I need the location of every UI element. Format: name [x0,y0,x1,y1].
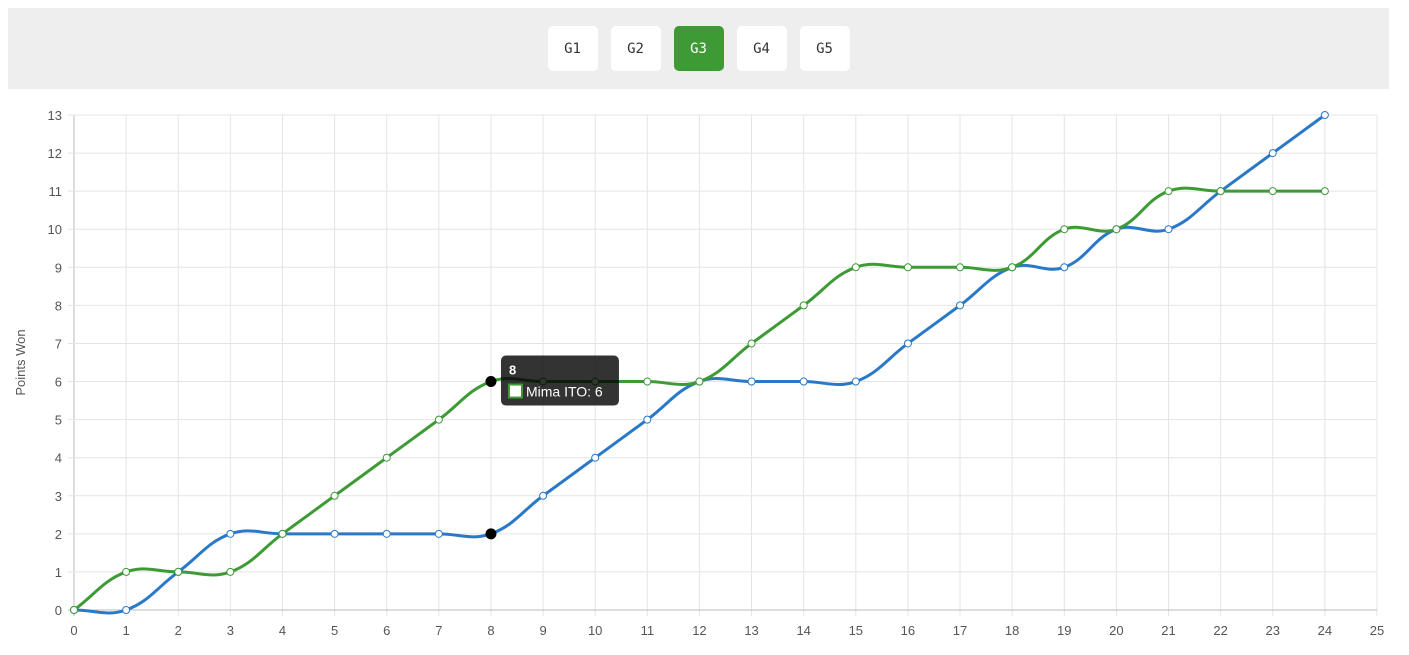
x-tick-label: 14 [796,623,810,638]
y-tick-label: 0 [55,603,62,618]
data-point [1320,187,1329,196]
x-tick-label: 25 [1370,623,1384,638]
x-tick-label: 18 [1005,623,1019,638]
tooltip-color-swatch [507,383,523,399]
x-tick-label: 5 [331,623,338,638]
data-point [330,491,339,500]
x-tick-label: 13 [744,623,758,638]
y-tick-label: 5 [55,413,62,428]
data-point [70,606,78,614]
x-tick-label: 4 [279,623,286,638]
data-point [851,263,860,272]
data-point [956,263,965,272]
x-tick-label: 7 [435,623,442,638]
data-point [1008,263,1017,272]
data-point [851,377,860,386]
data-point [1060,225,1069,234]
data-point [1060,263,1069,272]
data-point [1112,225,1121,234]
data-point [226,567,235,576]
data-point [903,339,912,348]
y-tick-label: 11 [49,184,63,199]
data-point [485,528,497,540]
y-tick-label: 13 [48,108,62,123]
data-point [539,491,548,500]
data-point [643,377,652,386]
tooltip-label: Mima ITO: 6 [526,384,603,400]
x-tick-label: 12 [692,623,706,638]
x-tick-label: 22 [1213,623,1227,638]
y-tick-label: 1 [55,565,62,580]
data-point [747,339,756,348]
data-point [226,529,235,538]
x-tick-label: 0 [70,623,77,638]
data-point [382,453,391,462]
tooltip-box [500,355,619,406]
data-point [278,529,287,538]
data-point [1320,111,1329,119]
data-point [122,567,131,576]
x-tick-label: 21 [1161,623,1175,638]
x-tick-label: 10 [588,623,602,638]
data-point [591,453,600,462]
data-point [956,301,965,310]
data-point [434,415,443,424]
x-tick-label: 15 [849,623,863,638]
y-tick-label: 12 [48,146,62,161]
x-tick-label: 9 [539,623,546,638]
data-point [434,529,443,538]
data-point [799,301,808,310]
y-tick-label: 3 [55,489,62,504]
tab-g1[interactable]: G1 [547,26,598,71]
data-point [1164,225,1173,234]
y-tick-label: 9 [55,260,62,275]
x-tick-label: 17 [953,623,967,638]
x-tick-label: 20 [1109,623,1123,638]
y-tick-label: 10 [48,222,62,237]
data-point [174,567,183,576]
x-tick-label: 1 [123,623,130,638]
data-point [122,606,131,614]
data-point [1268,149,1277,158]
y-axis-label: Points Won [13,329,28,395]
tab-g5[interactable]: G5 [799,26,850,71]
y-tick-label: 8 [55,298,62,313]
data-point [330,529,339,538]
game-selector: G1 G2 G3 G4 G5 [8,8,1389,89]
y-tick-label: 2 [55,527,62,542]
y-tick-label: 7 [55,336,62,351]
x-tick-label: 24 [1318,623,1332,638]
tab-g2[interactable]: G2 [610,26,661,71]
data-point [643,415,652,424]
x-tick-label: 16 [901,623,915,638]
data-point [1216,187,1225,196]
data-point [1164,187,1173,196]
x-tick-label: 19 [1057,623,1071,638]
x-tick-label: 11 [641,623,655,638]
data-point [382,529,391,538]
y-tick-label: 4 [55,451,62,466]
data-point [485,376,497,388]
y-tick-label: 6 [55,375,62,390]
x-tick-label: 23 [1266,623,1280,638]
tab-g4[interactable]: G4 [736,26,787,71]
data-point [747,377,756,386]
x-tick-label: 8 [487,623,494,638]
data-point [695,377,704,386]
data-point [799,377,808,386]
data-point [1268,187,1277,196]
tab-g3[interactable]: G3 [673,26,724,71]
data-point [903,263,912,272]
tooltip-title: 8 [509,363,516,378]
x-tick-label: 2 [175,623,182,638]
x-tick-label: 3 [227,623,234,638]
x-tick-label: 6 [383,623,390,638]
